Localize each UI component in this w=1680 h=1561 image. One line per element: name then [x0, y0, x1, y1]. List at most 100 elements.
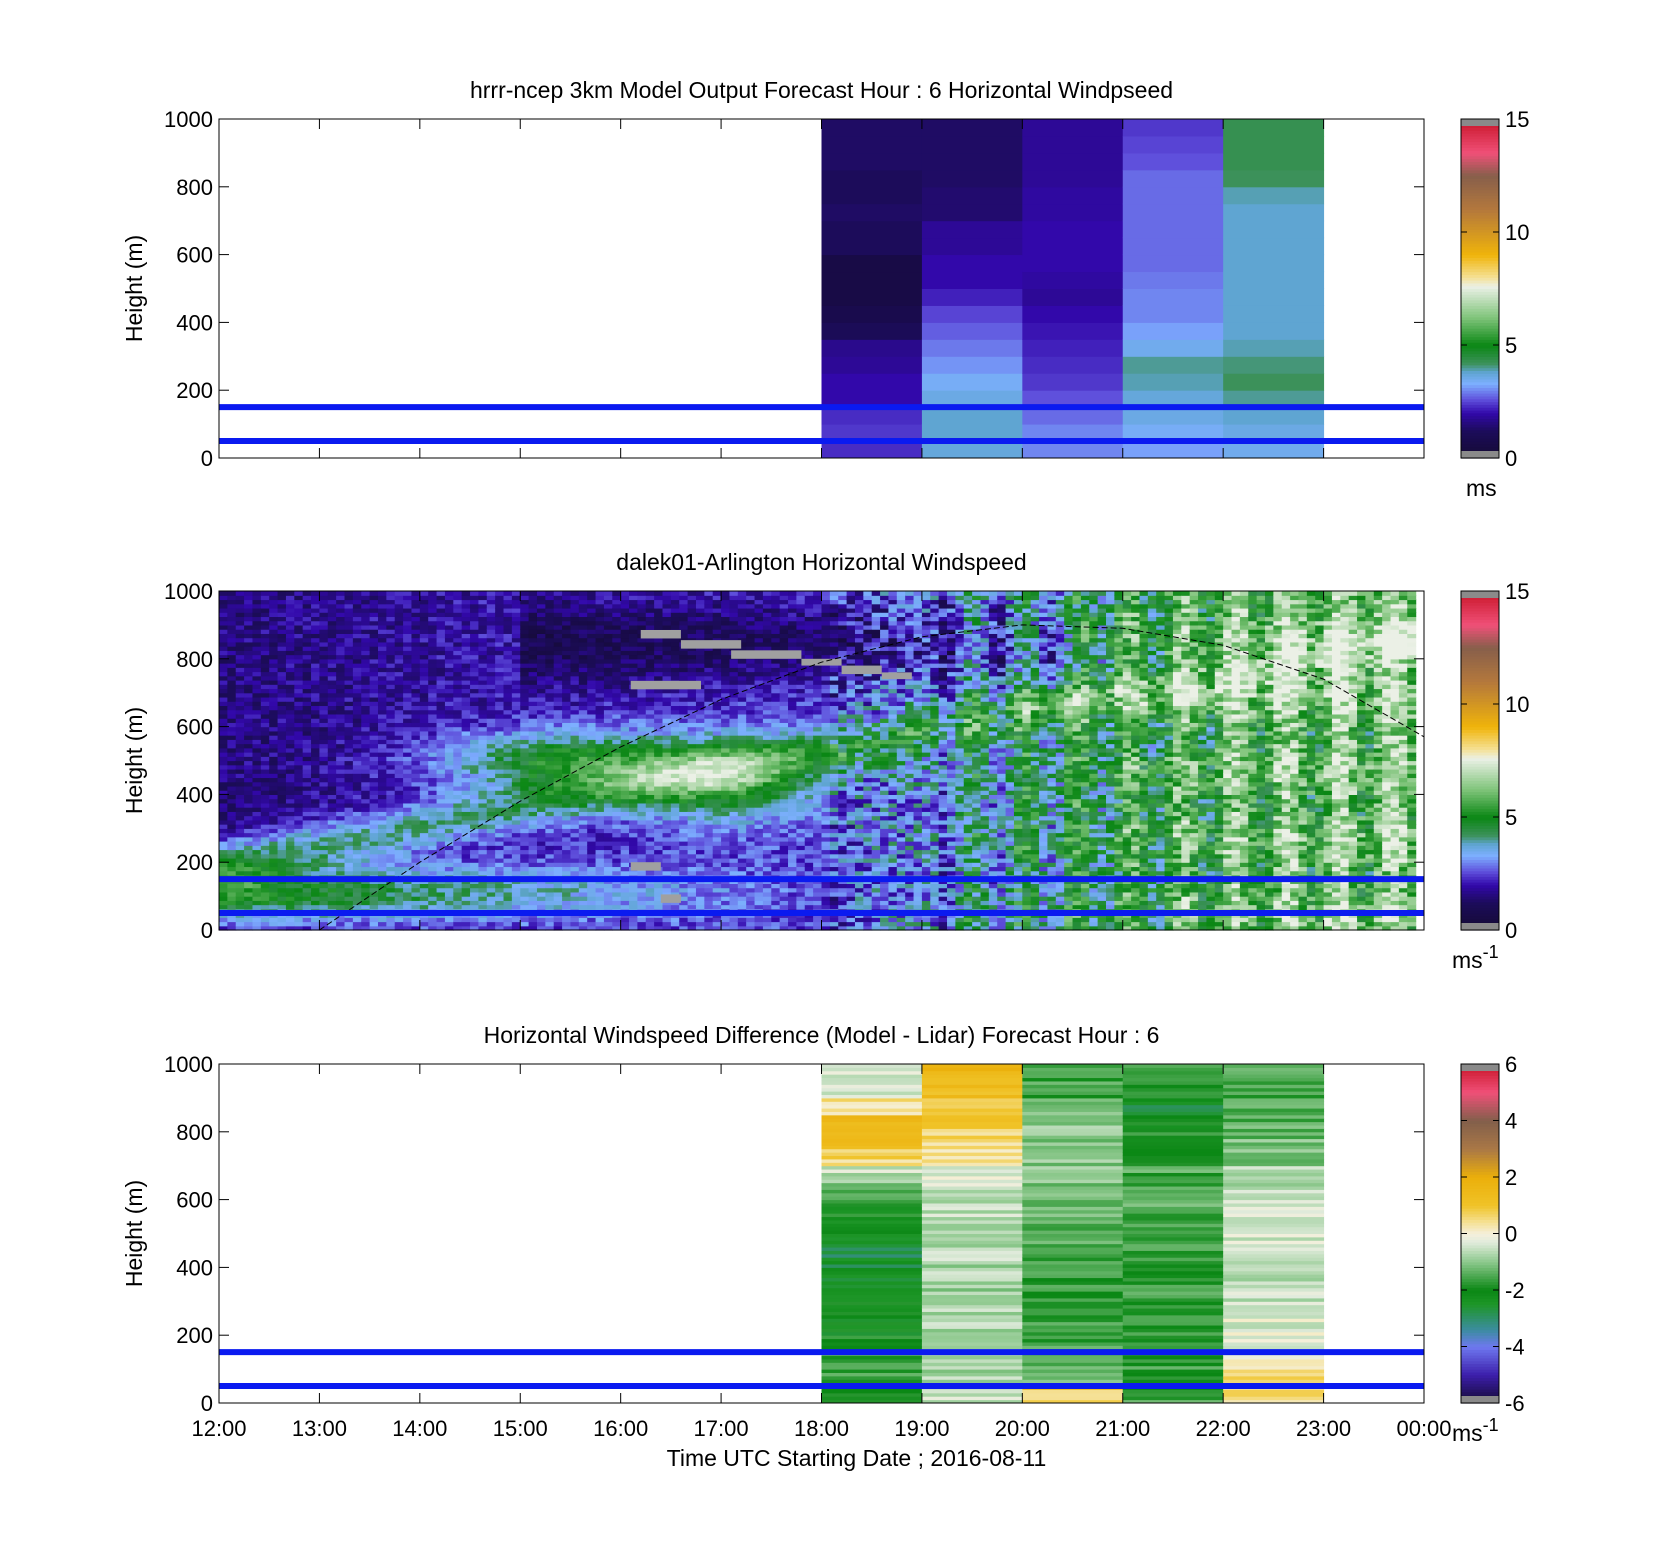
heat-cell	[227, 849, 237, 855]
heat-cell	[436, 641, 446, 647]
heat-cell	[587, 637, 597, 643]
heat-cell	[536, 802, 546, 808]
heat-cell	[478, 747, 488, 753]
heat-cell	[235, 650, 245, 656]
heat-cell	[603, 853, 613, 859]
heat-cell	[587, 607, 597, 613]
heat-cell	[679, 781, 689, 787]
heat-cell	[595, 713, 605, 719]
heat-cell	[578, 819, 588, 825]
heat-cell	[327, 836, 337, 842]
heat-cell	[411, 887, 421, 893]
heat-cell	[629, 760, 639, 766]
heat-cell	[377, 845, 387, 851]
heat-cell	[654, 853, 664, 859]
heat-cell	[520, 743, 530, 749]
heat-cell	[620, 891, 630, 897]
heat-cell	[587, 595, 597, 601]
heat-cell	[654, 607, 664, 613]
heat-cell	[361, 900, 371, 906]
heat-cell	[570, 819, 580, 825]
heat-cell	[695, 654, 705, 660]
heat-cell	[377, 709, 387, 715]
heat-cell	[403, 887, 413, 893]
heat-cell	[336, 921, 346, 927]
heat-cell	[470, 705, 480, 711]
heat-cell	[336, 896, 346, 901]
heat-cell	[369, 870, 379, 876]
heat-cell	[620, 709, 630, 715]
heat-cell	[403, 650, 413, 656]
heat-cell	[369, 730, 379, 736]
heat-cell	[704, 679, 714, 685]
heat-cell	[612, 794, 622, 800]
heat-cell	[436, 688, 446, 694]
heat-cell	[595, 747, 605, 753]
heat-cell	[235, 790, 245, 795]
heat-cell	[629, 752, 639, 757]
heat-cell	[302, 607, 312, 613]
heat-cell	[461, 671, 471, 677]
heat-cell	[285, 595, 295, 601]
heat-cell	[637, 836, 647, 842]
heat-cell	[352, 802, 362, 808]
heat-cell	[545, 807, 555, 812]
heat-cell	[311, 849, 321, 855]
heat-cell	[377, 633, 387, 639]
heat-cell	[227, 663, 237, 668]
heat-cell	[461, 747, 471, 753]
heat-cell	[520, 883, 530, 889]
heat-cell	[386, 603, 396, 609]
heat-cell	[227, 616, 237, 622]
heat-cell	[536, 688, 546, 694]
heat-cell	[587, 646, 597, 651]
heat-cell	[428, 612, 438, 618]
heat-cell	[311, 633, 321, 639]
heat-cell	[227, 781, 237, 787]
heat-cell	[495, 756, 505, 762]
heat-cell	[654, 921, 664, 927]
heat-cell	[662, 857, 672, 863]
heat-cell	[260, 768, 270, 774]
y-tick-label: 400	[176, 310, 213, 335]
heat-cell	[562, 718, 572, 723]
heat-cell	[302, 726, 312, 732]
heat-cell	[419, 866, 429, 872]
heat-cell	[1122, 203, 1224, 222]
heat-cell	[595, 696, 605, 702]
heat-cell	[528, 802, 538, 808]
heat-cell	[277, 735, 287, 740]
heat-cell	[219, 705, 228, 711]
heat-cell	[620, 790, 630, 795]
heat-cell	[352, 811, 362, 817]
heat-cell	[428, 773, 438, 779]
heat-cell	[612, 701, 622, 707]
heat-cell	[411, 599, 421, 605]
heat-cell	[687, 607, 697, 613]
heat-cell	[495, 917, 505, 923]
heat-cell	[520, 819, 530, 825]
heat-cell	[403, 599, 413, 605]
heat-cell	[704, 917, 714, 923]
heat-cell	[285, 883, 295, 889]
heat-cell	[645, 845, 655, 851]
heat-cell	[319, 781, 329, 787]
heat-cell	[1122, 322, 1224, 340]
heat-cell	[670, 883, 680, 889]
colorbar-tick-label: 0	[1505, 446, 1517, 471]
heat-cell	[260, 870, 270, 876]
heat-cell	[679, 857, 689, 863]
heat-cell	[444, 743, 454, 749]
heat-cell	[620, 747, 630, 753]
heat-cell	[311, 773, 321, 779]
heat-cell	[428, 646, 438, 651]
heatmap-cells	[821, 119, 1325, 459]
heat-cell	[687, 891, 697, 897]
heat-cell	[444, 883, 454, 889]
heat-cell	[545, 870, 555, 876]
heat-cell	[1223, 373, 1325, 391]
heat-cell	[704, 819, 714, 825]
heat-cell	[478, 760, 488, 766]
heat-cell	[470, 794, 480, 800]
heat-cell	[285, 629, 295, 634]
